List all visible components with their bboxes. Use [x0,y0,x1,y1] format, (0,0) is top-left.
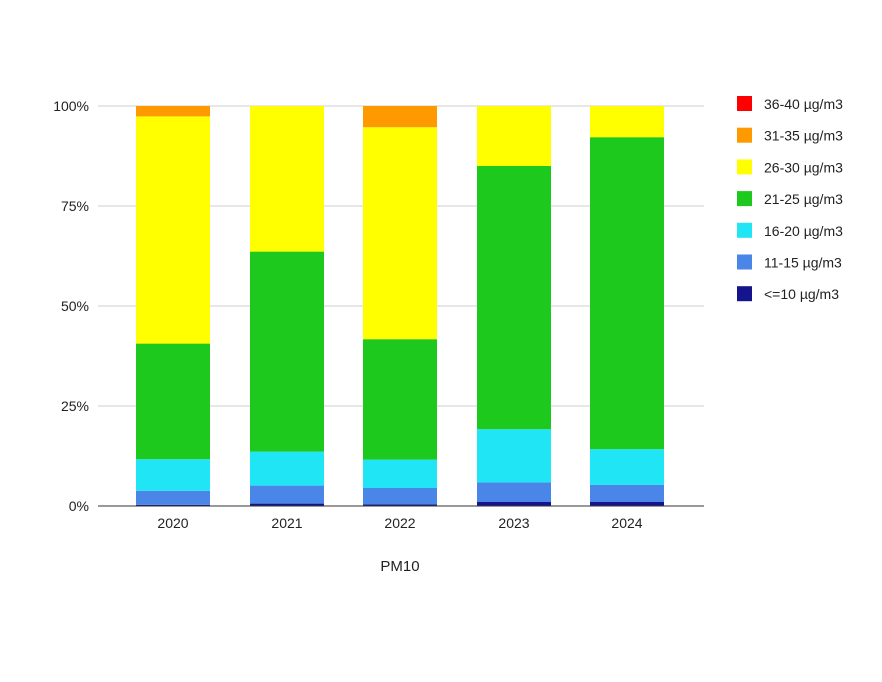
x-tick-label: 2021 [271,515,302,531]
bar-segment [363,339,437,460]
bar-segment [590,484,664,502]
y-tick-label: 50% [61,298,89,314]
bar-segment [136,343,210,460]
bar-segment [363,106,437,128]
legend-item: 11-15 µg/m3 [737,254,842,271]
x-tick-label: 2020 [157,515,188,531]
legend-item: 36-40 µg/m3 [737,96,843,112]
y-tick-label: 25% [61,398,89,414]
bar-segment [136,116,210,344]
bar-segment [477,482,551,502]
legend-label: <=10 µg/m3 [764,286,839,302]
bars [136,106,664,506]
y-axis-ticks: 0% 25% 50% 75% 100% [53,98,89,514]
legend-item: 21-25 µg/m3 [737,191,843,207]
legend-swatch [737,159,752,175]
bar-segment [363,504,437,506]
bar-segment [136,504,210,506]
bar-segment [136,106,210,117]
bar-segment [590,449,664,485]
legend-label: 36-40 µg/m3 [764,96,843,112]
bar-segment [250,485,324,504]
legend-label: 31-35 µg/m3 [764,128,843,144]
legend-label: 26-30 µg/m3 [764,159,843,175]
bar-stack-2021 [250,106,324,506]
bar-stack-2020 [136,106,210,506]
bar-stack-2022 [363,106,437,506]
legend-item: <=10 µg/m3 [737,286,839,302]
x-tick-label: 2024 [611,515,642,531]
legend-item: 16-20 µg/m3 [737,222,843,239]
bar-stack-2024 [590,106,664,506]
legend-swatch [737,286,752,302]
bar-segment [590,137,664,450]
x-tick-label: 2023 [498,515,529,531]
bar-segment [363,127,437,340]
bar-segment [590,106,664,138]
legend-swatch [737,96,752,111]
legend-swatch [737,191,752,207]
legend-swatch [737,254,752,270]
bar-segment [250,251,324,452]
bar-segment [136,490,210,505]
bar-segment [477,106,551,166]
legend-item: 26-30 µg/m3 [737,159,843,175]
y-tick-label: 75% [61,198,89,214]
bar-segment [477,166,551,430]
legend-label: 16-20 µg/m3 [764,223,843,239]
bar-segment [363,488,437,505]
bar-segment [250,503,324,506]
x-tick-label: 2022 [384,515,415,531]
bar-segment [477,429,551,483]
bar-segment [590,502,664,506]
legend-swatch [737,127,752,143]
bar-segment [477,502,551,506]
legend-label: 21-25 µg/m3 [764,191,843,207]
bar-segment [250,451,324,486]
legend: 36-40 µg/m3 31-35 µg/m3 26-30 µg/m3 21-25 µ… [737,96,843,302]
y-tick-label: 100% [53,98,89,114]
y-tick-label: 0% [69,498,89,514]
bar-segment [363,459,437,488]
legend-item: 31-35 µg/m3 [737,127,843,144]
bar-stack-2023 [477,106,551,506]
x-axis-label: PM10 [380,558,419,575]
x-axis-ticks: 2020 2021 2022 2023 2024 [157,515,642,531]
bar-segment [250,106,324,252]
legend-swatch [737,222,752,238]
legend-label: 11-15 µg/m3 [764,255,842,271]
bar-segment [136,459,210,491]
